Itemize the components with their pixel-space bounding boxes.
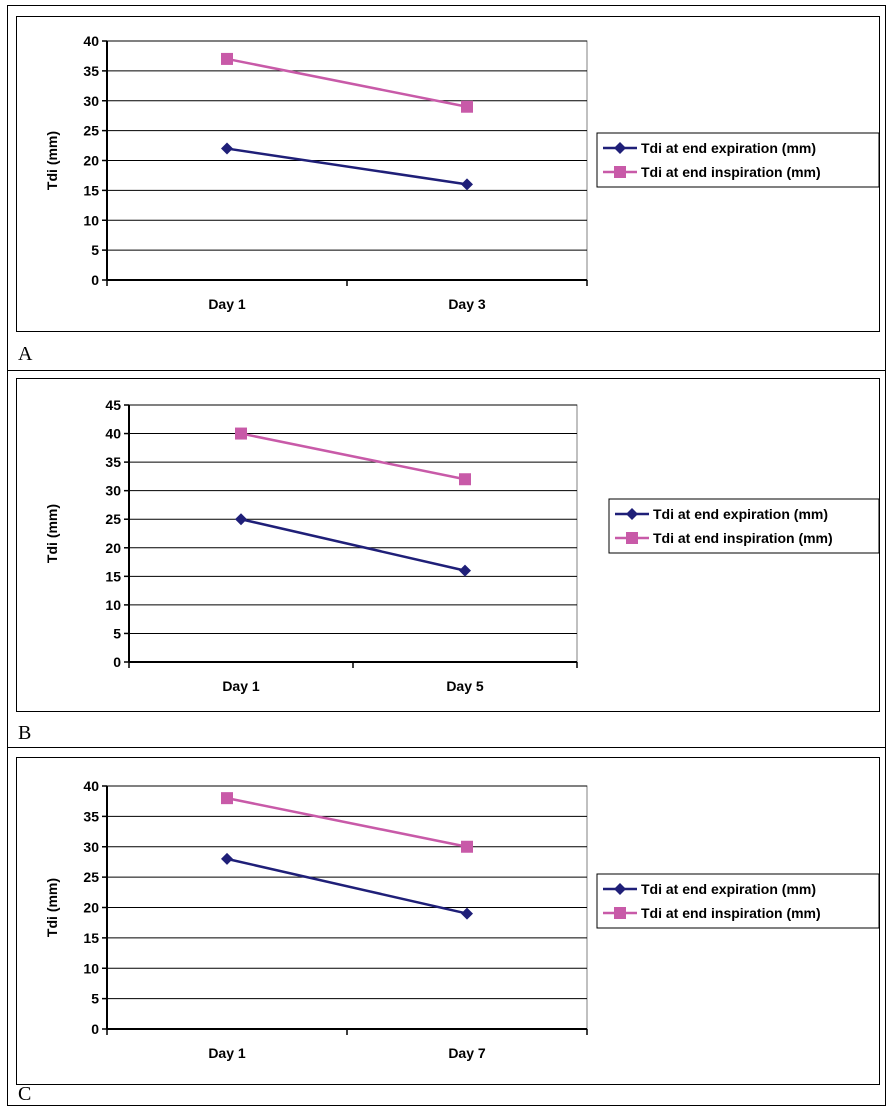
legend-swatch-marker <box>614 907 626 919</box>
y-tick-label: 35 <box>83 808 99 824</box>
y-tick-label: 5 <box>113 625 121 641</box>
chart-panel-c: 0 5 10 15 20 25 30 35 40 Day 1 Day 7 Tdi (mm) Tdi at… <box>16 757 880 1085</box>
panel-divider <box>7 370 886 371</box>
panel-label-a: A <box>18 343 32 366</box>
x-tick-label: Day 1 <box>208 296 246 312</box>
legend-swatch-marker <box>626 532 638 544</box>
y-tick-label: 45 <box>105 397 121 413</box>
legend-label: Tdi at end expiration (mm) <box>641 140 816 156</box>
legend-label: Tdi at end inspiration (mm) <box>641 905 821 921</box>
legend-swatch-marker <box>614 166 626 178</box>
y-tick-label: 5 <box>91 242 99 258</box>
y-tick-label: 40 <box>83 778 99 794</box>
x-tick-label: Day 7 <box>448 1045 486 1061</box>
y-tick-label: 0 <box>91 272 99 288</box>
y-tick-label: 40 <box>83 33 99 49</box>
y-tick-label: 10 <box>83 960 99 976</box>
x-tick-label: Day 5 <box>446 678 484 694</box>
x-tick-label: Day 1 <box>222 678 260 694</box>
y-tick-label: 25 <box>83 869 99 885</box>
chart-a-svg: 0 5 10 15 20 25 30 35 40 Day 1 Day 3 Tdi (mm) Tdi at… <box>17 17 879 331</box>
data-point <box>459 473 471 485</box>
panel-divider <box>7 747 886 748</box>
y-axis-label: Tdi (mm) <box>44 131 60 190</box>
x-tick-label: Day 1 <box>208 1045 246 1061</box>
y-tick-label: 35 <box>105 454 121 470</box>
chart-panel-b: 0 5 10 15 20 25 30 35 40 45 Day 1 Day 5 Tdi (mm) Tdi … <box>16 378 880 712</box>
y-tick-label: 15 <box>105 568 121 584</box>
panel-label-c: C <box>18 1083 31 1106</box>
data-point <box>235 428 247 440</box>
y-tick-label: 10 <box>83 212 99 228</box>
y-axis-label: Tdi (mm) <box>44 878 60 937</box>
chart-c-svg: 0 5 10 15 20 25 30 35 40 Day 1 Day 7 Tdi (mm) Tdi at… <box>17 758 879 1084</box>
y-tick-label: 25 <box>105 511 121 527</box>
legend-label: Tdi at end expiration (mm) <box>653 506 828 522</box>
panel-label-b: B <box>18 722 31 745</box>
y-tick-label: 0 <box>91 1021 99 1037</box>
legend-label: Tdi at end inspiration (mm) <box>641 164 821 180</box>
chart-panel-a: 0 5 10 15 20 25 30 35 40 Day 1 Day 3 Tdi (mm) Tdi at… <box>16 16 880 332</box>
y-tick-label: 10 <box>105 597 121 613</box>
data-point <box>461 841 473 853</box>
y-tick-label: 5 <box>91 991 99 1007</box>
y-tick-label: 20 <box>83 900 99 916</box>
y-tick-label: 35 <box>83 63 99 79</box>
y-tick-label: 30 <box>83 93 99 109</box>
legend-label: Tdi at end inspiration (mm) <box>653 530 833 546</box>
y-tick-label: 25 <box>83 123 99 139</box>
y-tick-label: 30 <box>105 483 121 499</box>
y-tick-label: 30 <box>83 839 99 855</box>
y-tick-label: 0 <box>113 654 121 670</box>
chart-b-svg: 0 5 10 15 20 25 30 35 40 45 Day 1 Day 5 Tdi (mm) Tdi … <box>17 379 879 711</box>
data-point <box>221 53 233 65</box>
y-tick-label: 20 <box>83 153 99 169</box>
y-tick-label: 20 <box>105 540 121 556</box>
data-point <box>461 101 473 113</box>
y-axis-label: Tdi (mm) <box>44 504 60 563</box>
y-tick-label: 15 <box>83 182 99 198</box>
plot-area <box>129 405 577 662</box>
data-point <box>221 792 233 804</box>
y-tick-label: 15 <box>83 930 99 946</box>
y-tick-label: 40 <box>105 426 121 442</box>
legend-label: Tdi at end expiration (mm) <box>641 881 816 897</box>
x-tick-label: Day 3 <box>448 296 486 312</box>
